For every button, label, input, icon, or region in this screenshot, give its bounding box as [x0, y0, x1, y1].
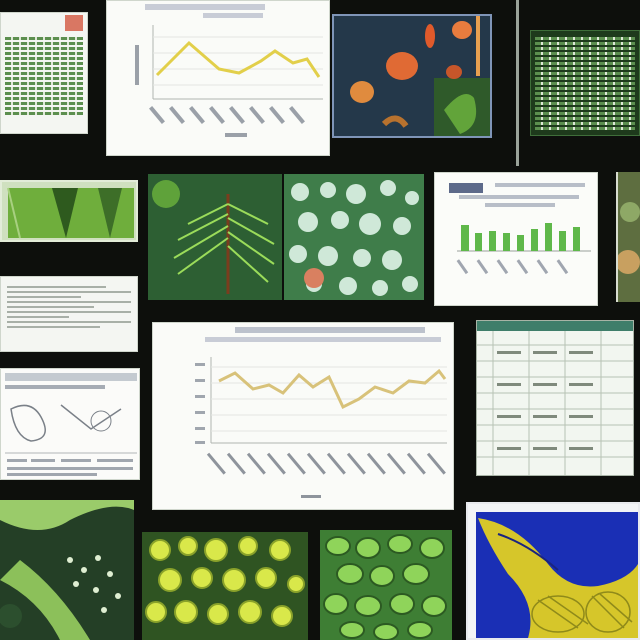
- leaf-graphic: [7, 187, 134, 239]
- peppers-photo: [332, 14, 492, 138]
- yellow-cells-photo: [142, 532, 308, 640]
- divider: [516, 0, 519, 166]
- edge-photo: [616, 172, 640, 302]
- bottom-leaf-photo: [0, 500, 134, 640]
- fern-graphic: [148, 174, 282, 300]
- leaf-photo: [0, 180, 138, 242]
- bar-chart-graphic: [456, 223, 591, 275]
- diagram-graphic: [5, 373, 137, 476]
- bottom-leaf-graphic: [0, 500, 134, 640]
- chart-caption-blur-2: [459, 195, 579, 199]
- form-thumbnail: [0, 276, 138, 352]
- peppers-graphic: [334, 16, 490, 136]
- line-chart-graphic: [135, 25, 323, 137]
- spreadsheet-thumbnail: [530, 30, 640, 136]
- chart-title-blur: [449, 183, 483, 193]
- right-spreadsheet-thumbnail: [476, 320, 634, 476]
- document-thumbnail: [0, 12, 88, 134]
- chart-title-blur: [145, 4, 265, 10]
- cells-photo: [284, 174, 424, 300]
- cells-graphic: [284, 174, 424, 300]
- text-lines: [5, 35, 83, 129]
- red-mark: [65, 15, 83, 31]
- chart-subtitle-blur: [205, 337, 441, 342]
- green-cells-photo: [320, 530, 452, 640]
- sheet-header: [477, 321, 633, 331]
- chart-caption-blur-3: [485, 203, 555, 207]
- line-chart-thumbnail: [106, 0, 330, 156]
- yellow-cells-graphic: [142, 532, 308, 640]
- sheet-rows: [535, 35, 635, 131]
- sheet-grid: [477, 331, 633, 475]
- chart-caption-blur: [495, 183, 585, 187]
- organism-graphic: [476, 512, 638, 638]
- organism-illustration: [466, 502, 640, 640]
- diagram-thumbnail: [0, 368, 140, 480]
- bar-chart-thumbnail: [434, 172, 598, 306]
- center-line-chart-graphic: [195, 357, 447, 498]
- edge-graphic: [618, 172, 640, 302]
- fern-photo: [148, 174, 282, 300]
- chart-title-blur: [235, 327, 425, 333]
- chart-subtitle-blur: [203, 13, 263, 18]
- center-line-chart-thumbnail: [152, 322, 454, 510]
- form-lines: [7, 283, 131, 345]
- green-cells-graphic: [320, 530, 452, 640]
